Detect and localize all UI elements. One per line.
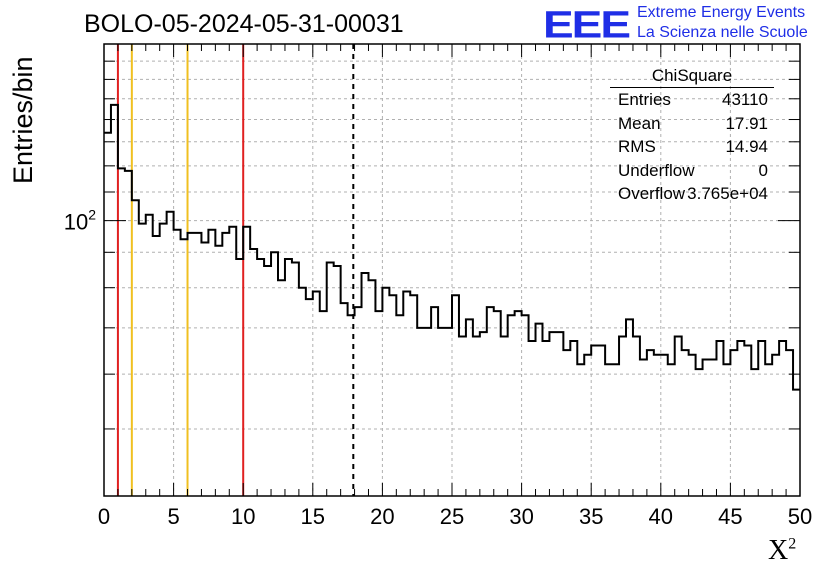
histogram-series: [104, 103, 800, 391]
stats-row-entries: Entries 43110: [618, 90, 768, 109]
stats-title: ChiSquare: [610, 66, 774, 88]
stats-row-overflow: Overflow 3.765e+04: [618, 184, 768, 203]
x-tick-label: 45: [718, 504, 742, 529]
logo-text-line1: Extreme Energy Events: [637, 4, 806, 21]
x-axis-ticks: 0 5 10 15 20 25 30 35 40 45 50: [98, 44, 812, 529]
stats-row-underflow: Underflow 0: [618, 160, 768, 180]
logo-text-line2: La Scienza nelle Scuole: [637, 24, 808, 41]
stats-row-rms: RMS 14.94: [618, 137, 768, 156]
y-tick-label: 102: [64, 207, 96, 235]
x-tick-label: 30: [509, 504, 533, 529]
x-tick-label: 25: [440, 504, 464, 529]
x-tick-label: 0: [98, 504, 110, 529]
x-axis-label: X2: [768, 535, 797, 566]
x-tick-label: 10: [231, 504, 255, 529]
x-tick-label: 50: [788, 504, 812, 529]
x-tick-label: 5: [167, 504, 179, 529]
stats-row-mean: Mean 17.91: [618, 113, 768, 133]
y-axis-label: Entries/bin: [8, 56, 38, 184]
x-tick-label: 20: [370, 504, 394, 529]
stats-box: ChiSquare Entries 43110 Mean 17.91 RMS 1…: [610, 66, 778, 208]
eee-logo: EEE: [543, 2, 631, 46]
x-tick-label: 35: [579, 504, 603, 529]
y-axis-ticks: 102: [64, 43, 800, 497]
plot-title: BOLO-05-2024-05-31-00031: [84, 10, 404, 38]
marker-lines: [116, 44, 355, 496]
x-tick-label: 40: [649, 504, 673, 529]
x-tick-label: 15: [301, 504, 325, 529]
